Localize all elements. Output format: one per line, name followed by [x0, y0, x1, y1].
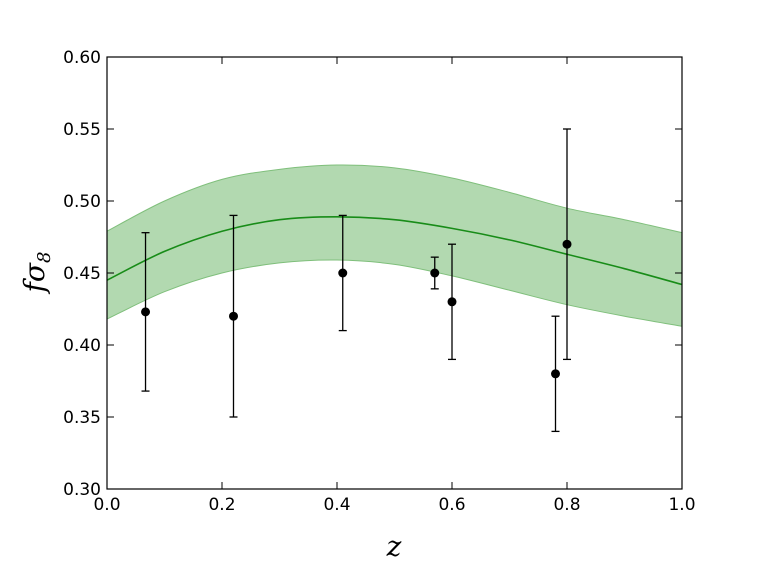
y-tick-label: 0.60	[63, 48, 101, 68]
x-tick-label: 0.0	[93, 495, 120, 515]
data-point-5	[447, 243, 457, 361]
y-tick-label: 0.55	[63, 120, 101, 140]
x-axis-label: z	[386, 530, 402, 563]
data-point-marker	[229, 311, 238, 321]
data-point-marker	[430, 268, 440, 278]
y-axis-label-main: fσ	[18, 262, 51, 294]
y-axis-label-subscript: 8	[34, 252, 55, 263]
x-tick-label: 0.4	[323, 495, 350, 515]
data-points-group	[141, 128, 572, 433]
model-curve-group	[106, 216, 683, 286]
data-point-6	[551, 315, 560, 433]
data-point-marker	[338, 268, 348, 278]
data-point-2	[229, 214, 238, 418]
confidence-band-area	[106, 164, 683, 327]
data-point-marker	[141, 307, 151, 317]
data-point-1	[141, 232, 151, 392]
y-tick-label: 0.40	[63, 336, 101, 356]
y-tick-label: 0.45	[63, 264, 101, 284]
axis-ticks-group: 0.0 0.2 0.4 0.6 0.8 1.0 0.30 0.35 0.40 0.45 0.50 0.…	[63, 48, 695, 515]
x-tick-label: 0.2	[208, 495, 235, 515]
model-curve	[106, 216, 683, 286]
x-tick-label: 0.8	[553, 495, 580, 515]
data-point-marker	[551, 369, 560, 379]
y-axis-label: fσ8	[18, 252, 55, 295]
y-tick-label: 0.35	[63, 408, 101, 428]
x-tick-label: 0.6	[438, 495, 465, 515]
y-tick-label: 0.50	[63, 192, 101, 212]
data-point-marker	[562, 239, 572, 249]
data-point-3	[338, 214, 348, 332]
data-point-4	[430, 256, 440, 290]
y-tick-label: 0.30	[63, 480, 101, 500]
data-point-marker	[447, 297, 457, 307]
confidence-band	[106, 164, 683, 327]
data-point-7	[562, 128, 572, 361]
x-tick-label: 1.0	[668, 495, 695, 515]
